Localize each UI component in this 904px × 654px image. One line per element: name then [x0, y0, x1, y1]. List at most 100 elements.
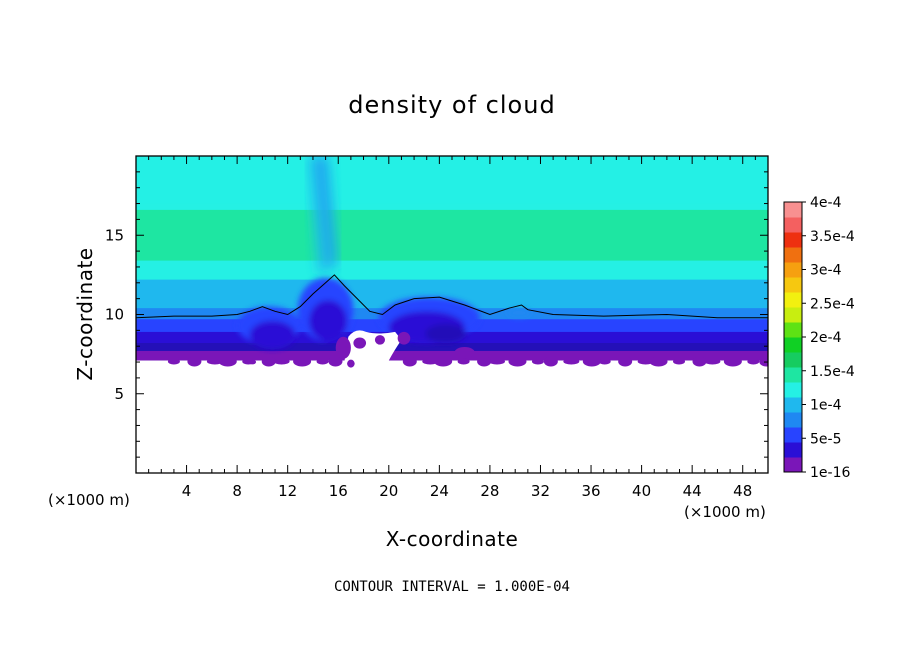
- x-tick-label: 48: [733, 482, 752, 500]
- colorbar-swatch: [784, 382, 802, 398]
- colorbar-label: 5e-5: [810, 431, 841, 447]
- colorbar-label: 3.5e-4: [810, 229, 855, 245]
- base-lobe: [723, 356, 742, 367]
- x-tick-label: 36: [581, 482, 600, 500]
- base-lobe: [508, 356, 527, 367]
- base-lobe: [598, 358, 611, 365]
- colorbar-label: 4e-4: [810, 195, 842, 211]
- colorbar-label: 1e-16: [810, 465, 850, 481]
- fringe-blob: [353, 337, 367, 349]
- x-tick-label: 32: [531, 482, 550, 500]
- colorbar-label: 1e-4: [810, 398, 842, 414]
- x-tick-label: 8: [232, 482, 242, 500]
- colorbar-swatch: [784, 352, 802, 368]
- base-lobe: [242, 358, 255, 365]
- base-lobe: [582, 356, 601, 367]
- base-lobe: [187, 356, 202, 367]
- base-lobe: [316, 358, 329, 365]
- field-band: [136, 350, 768, 361]
- plume-inner: [315, 156, 336, 264]
- colorbar-swatch: [784, 322, 802, 338]
- base-lobe: [649, 356, 668, 367]
- x-axis: 4 8 12 16 20 24 28 32 36 40 44 48: [148, 156, 756, 500]
- chart-title: density of cloud: [348, 91, 555, 119]
- x-tick-label: 4: [182, 482, 192, 500]
- colorbar: 1e-16 5e-5 1e-4 1.5e-4 2e-4 2.5e-4 3e-4 3.5e-4 4…: [783, 195, 855, 481]
- colorbar-swatch: [784, 277, 802, 293]
- x-tick-label: 44: [683, 482, 702, 500]
- colorbar-label: 3e-4: [810, 263, 842, 279]
- colorbar-swatch: [784, 262, 802, 278]
- base-lobe: [328, 356, 343, 367]
- base-lobe: [457, 358, 470, 365]
- colorbar-swatch: [784, 397, 802, 413]
- base-lobe: [261, 356, 276, 367]
- x-tick-label: 12: [278, 482, 297, 500]
- y-axis: 5 10 15: [105, 171, 768, 458]
- colorbar-swatch: [784, 307, 802, 323]
- x-axis-label: X-coordinate: [386, 527, 519, 551]
- base-lobe: [488, 358, 505, 365]
- cell: [425, 324, 466, 344]
- base-lobe: [563, 358, 580, 365]
- colorbar-swatch: [784, 367, 802, 383]
- y-axis-label: Z-coordinate: [73, 247, 97, 380]
- fringe-blob: [335, 336, 351, 359]
- colorbar-swatch: [784, 457, 802, 473]
- base-lobe: [167, 358, 180, 365]
- base-lobe: [637, 358, 654, 365]
- fringe-blob: [454, 346, 475, 359]
- fringe-blob: [347, 359, 355, 368]
- base-lobe: [402, 356, 417, 367]
- base-lobe: [759, 356, 768, 367]
- fringe-blob: [374, 335, 386, 345]
- base-lobe: [692, 356, 707, 367]
- colorbar-label: 2e-4: [810, 330, 842, 346]
- cloud-fringe: [248, 331, 475, 368]
- cell: [249, 320, 296, 350]
- colorbar-label: 2.5e-4: [810, 296, 855, 312]
- colorbar-swatch: [784, 247, 802, 263]
- cell: [506, 308, 532, 318]
- y-tick-label: 5: [114, 385, 124, 403]
- colorbar-swatch: [784, 442, 802, 458]
- contour-line-1e-4: [136, 274, 768, 319]
- base-lobe: [218, 356, 237, 367]
- x-unit-label-left: (×1000 m): [48, 491, 130, 509]
- x-tick-label: 20: [379, 482, 398, 500]
- field-band: [136, 156, 768, 204]
- base-lobe: [477, 356, 492, 367]
- base-lobe: [293, 356, 312, 367]
- base-lobe: [543, 356, 558, 367]
- plot-area: [136, 156, 768, 473]
- x-tick-label: 16: [329, 482, 348, 500]
- fringe-blob: [397, 331, 411, 345]
- density-field: [136, 156, 768, 368]
- colorbar-swatch: [784, 232, 802, 248]
- base-lobe: [422, 358, 439, 365]
- x-unit-label-right: (×1000 m): [684, 503, 766, 521]
- base-lobe: [747, 358, 760, 365]
- colorbar-swatch: [784, 427, 802, 443]
- colorbar-swatch: [784, 217, 802, 233]
- base-lobe: [531, 358, 544, 365]
- colorbar-label: 1.5e-4: [810, 364, 855, 380]
- colorbar-swatch: [784, 337, 802, 353]
- x-tick-label: 24: [430, 482, 449, 500]
- x-tick-label: 28: [480, 482, 499, 500]
- colorbar-swatch: [784, 202, 802, 218]
- y-tick-label: 10: [105, 306, 124, 324]
- base-lobe: [434, 356, 453, 367]
- base-lobe: [273, 358, 290, 365]
- colorbar-swatch: [784, 412, 802, 428]
- base-lobe: [704, 358, 721, 365]
- base-lobe: [206, 358, 223, 365]
- cell: [309, 300, 348, 342]
- cloud-base: [167, 356, 768, 367]
- base-lobe: [618, 356, 633, 367]
- y-tick-label: 15: [105, 226, 124, 244]
- colorbar-swatch: [784, 292, 802, 308]
- base-lobe: [673, 358, 686, 365]
- x-tick-label: 40: [632, 482, 651, 500]
